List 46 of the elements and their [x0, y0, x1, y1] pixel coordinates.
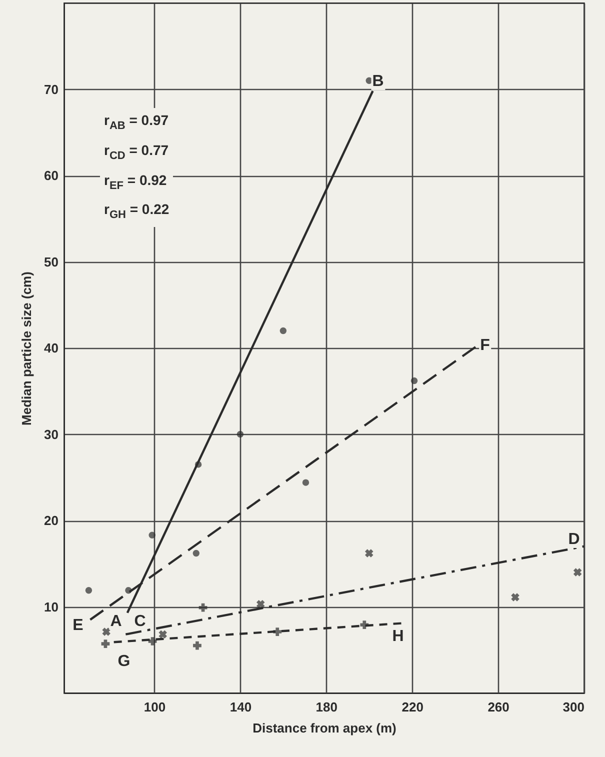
point — [364, 549, 374, 558]
x-tick-label: 100 — [144, 700, 166, 714]
y-tick-label: 60 — [44, 168, 58, 183]
x-axis-title: Distance from apex (m) — [252, 720, 396, 736]
x-tick-label: 260 — [488, 700, 510, 714]
point — [101, 640, 110, 648]
point — [410, 377, 418, 384]
annotation: A — [109, 613, 123, 630]
x-tick-label: 300 — [562, 700, 584, 714]
y-tick-label: 30 — [44, 426, 58, 442]
point — [573, 568, 582, 576]
annotation: r$_{CD}$ = 0.77 — [104, 140, 170, 164]
point — [256, 600, 265, 608]
annotation: r$_{EF}$ = 0.92 — [104, 170, 168, 194]
point — [102, 628, 110, 636]
point — [193, 641, 202, 650]
annotation: D — [567, 531, 581, 548]
annotation: B — [371, 73, 385, 90]
x-tick-label: 180 — [316, 700, 338, 714]
point — [148, 637, 157, 646]
point — [511, 593, 520, 602]
y-tick-label: 50 — [44, 254, 58, 270]
y-axis-title: Median particle size (cm) — [19, 272, 34, 426]
point — [273, 628, 282, 636]
annotation: C — [133, 613, 147, 630]
annotation: F — [479, 337, 491, 354]
point — [236, 430, 244, 438]
y-tick-label: 40 — [44, 340, 58, 356]
x-tick-label: 140 — [230, 700, 252, 714]
point — [158, 630, 167, 638]
point — [192, 550, 200, 557]
annotation: H — [391, 628, 405, 645]
point — [85, 587, 92, 594]
point — [280, 327, 287, 334]
point — [198, 603, 208, 612]
x-tick-label: 220 — [402, 700, 424, 714]
point — [302, 479, 310, 486]
point — [148, 532, 156, 539]
y-tick-label: 20 — [44, 513, 58, 528]
y-tick-label: 10 — [44, 599, 58, 614]
point — [360, 620, 369, 630]
y-tick-label: 70 — [44, 82, 58, 97]
annotation: E — [72, 617, 84, 634]
annotation: r$_{AB}$ = 0.97 — [104, 111, 170, 134]
annotation: r$_{GH}$ = 0.22 — [104, 200, 170, 224]
annotation: G — [116, 653, 132, 670]
